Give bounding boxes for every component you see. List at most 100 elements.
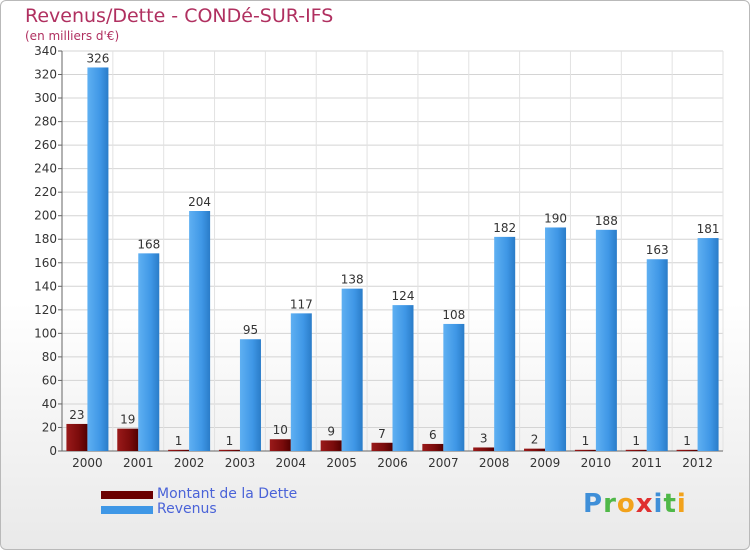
data-label-dette: 9: [327, 424, 335, 438]
chart-title: Revenus/Dette - CONDé-SUR-IFS: [25, 5, 334, 27]
x-tick-label: 2005: [326, 456, 357, 470]
bar-dette: [574, 449, 596, 451]
data-label-revenus: 204: [188, 195, 211, 209]
y-tick-label: 0: [49, 444, 57, 458]
x-tick-label: 2009: [530, 456, 561, 470]
bar-dette: [524, 448, 546, 451]
x-tick-label: 2012: [682, 456, 713, 470]
legend-swatch-dette: [101, 491, 153, 499]
logo-letter: r: [603, 489, 617, 519]
data-label-revenus: 188: [595, 214, 618, 228]
data-label-revenus: 138: [341, 273, 364, 287]
data-label-revenus: 181: [697, 222, 720, 236]
bar-revenus: [392, 305, 414, 451]
x-tick-label: 2011: [631, 456, 662, 470]
bar-dette: [625, 449, 647, 451]
y-tick-label: 20: [42, 420, 57, 434]
data-label-revenus: 163: [646, 243, 669, 257]
y-tick-label: 280: [34, 115, 57, 129]
bar-dette: [676, 449, 698, 451]
bar-dette: [66, 423, 88, 451]
data-label-dette: 1: [582, 434, 590, 448]
logo-letter: o: [616, 489, 636, 519]
data-label-dette: 1: [683, 434, 691, 448]
logo-letter: i: [676, 489, 687, 519]
y-tick-label: 340: [34, 44, 57, 58]
legend-label-revenus: Revenus: [157, 501, 217, 517]
legend-swatch-revenus: [101, 506, 153, 514]
bar-revenus: [138, 253, 160, 451]
bar-dette: [117, 428, 139, 451]
bar-revenus: [443, 323, 465, 451]
data-label-dette: 1: [632, 434, 640, 448]
data-label-revenus: 326: [86, 51, 109, 65]
bar-revenus: [87, 67, 109, 452]
data-label-dette: 19: [120, 413, 135, 427]
y-tick-label: 140: [34, 279, 57, 293]
data-label-revenus: 117: [290, 297, 313, 311]
data-label-dette: 23: [69, 408, 84, 422]
logo-letter: P: [583, 489, 604, 519]
y-tick-label: 200: [34, 209, 57, 223]
legend-label-dette: Montant de la Dette: [157, 486, 298, 502]
logo-letter: i: [653, 489, 664, 519]
bar-revenus: [341, 288, 363, 451]
y-tick-label: 300: [34, 91, 57, 105]
x-tick-label: 2008: [479, 456, 510, 470]
bar-dette: [473, 447, 495, 451]
bar-revenus: [189, 211, 211, 451]
bar-dette: [168, 449, 190, 451]
y-tick-label: 260: [34, 138, 57, 152]
logo-letter: x: [635, 489, 654, 519]
y-tick-label: 80: [42, 350, 57, 364]
data-label-dette: 7: [378, 427, 386, 441]
bar-dette: [371, 442, 393, 451]
y-tick-label: 120: [34, 303, 57, 317]
bar-revenus: [646, 259, 668, 451]
bar-revenus: [545, 227, 567, 451]
x-tick-label: 2000: [72, 456, 103, 470]
legend-item-dette: Montant de la Dette: [101, 486, 401, 503]
y-tick-label: 240: [34, 162, 57, 176]
x-tick-label: 2006: [377, 456, 408, 470]
data-label-dette: 10: [273, 423, 288, 437]
data-label-revenus: 95: [243, 323, 258, 337]
y-tick-label: 180: [34, 232, 57, 246]
data-label-dette: 1: [175, 434, 183, 448]
y-tick-label: 40: [42, 397, 57, 411]
bar-revenus: [239, 339, 261, 451]
y-tick-label: 100: [34, 326, 57, 340]
proxiti-logo: Proxiti: [583, 489, 687, 519]
data-label-revenus: 124: [392, 289, 415, 303]
data-label-dette: 2: [531, 433, 539, 447]
data-label-revenus: 108: [442, 308, 465, 322]
chart-subtitle: (en milliers d'€): [25, 29, 120, 43]
x-tick-label: 2004: [276, 456, 307, 470]
bar-revenus: [290, 313, 312, 451]
bar-dette: [320, 440, 342, 451]
logo-letter: t: [663, 489, 677, 519]
x-tick-label: 2007: [428, 456, 459, 470]
data-label-revenus: 168: [137, 237, 160, 251]
x-tick-label: 2010: [581, 456, 612, 470]
bar-revenus: [697, 238, 719, 451]
data-label-dette: 1: [226, 434, 234, 448]
x-tick-label: 2003: [225, 456, 256, 470]
data-label-dette: 3: [480, 431, 488, 445]
x-tick-label: 2001: [123, 456, 154, 470]
bar-dette: [269, 439, 291, 451]
data-label-dette: 6: [429, 428, 437, 442]
y-tick-label: 220: [34, 185, 57, 199]
bar-dette: [422, 443, 444, 451]
y-tick-label: 320: [34, 68, 57, 82]
y-tick-label: 60: [42, 373, 57, 387]
x-tick-label: 2002: [174, 456, 205, 470]
data-label-revenus: 190: [544, 211, 567, 225]
bar-dette: [218, 449, 240, 451]
bar-revenus: [595, 229, 617, 451]
data-label-revenus: 182: [493, 221, 516, 235]
y-tick-label: 160: [34, 256, 57, 270]
bar-revenus: [494, 236, 516, 451]
